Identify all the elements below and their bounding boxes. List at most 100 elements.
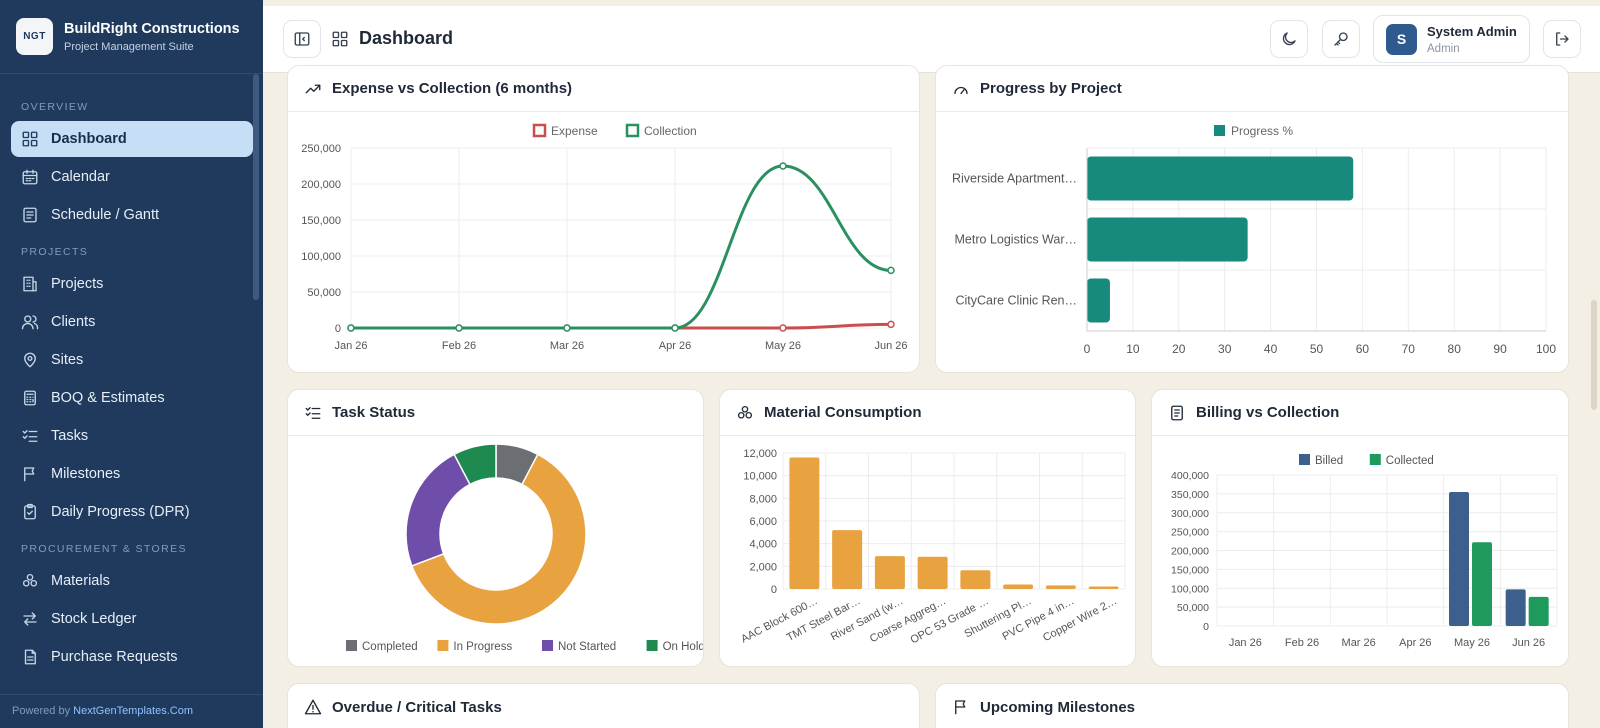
theme-toggle-button[interactable]: [1270, 20, 1308, 58]
task-status-card: Task Status Completed In Progress Not Star…: [287, 389, 704, 667]
expense-collection-chart: Expense Collection 0 50,000 100,000 150,000 20…: [301, 123, 908, 352]
page-scrollbar[interactable]: [1591, 300, 1597, 410]
sidebar-item-stock-ledger[interactable]: Stock Ledger: [11, 601, 253, 637]
sidebar-item-label: Calendar: [51, 169, 110, 185]
sidebar-item-materials[interactable]: Materials: [11, 563, 253, 599]
y-tick-label: Riverside Apartment…: [952, 172, 1077, 186]
legend-swatch: [346, 640, 357, 651]
bar: [917, 556, 948, 589]
sidebar-item-daily-progress-dpr[interactable]: Daily Progress (DPR): [11, 494, 253, 530]
legend-label: Completed: [362, 641, 418, 653]
sidebar-item-label: BOQ & Estimates: [51, 390, 165, 406]
bar: [1088, 586, 1119, 589]
bar: [832, 530, 863, 589]
y-tick-label: 150,000: [301, 215, 341, 227]
data-point: [455, 324, 463, 332]
upcoming-milestones-card: Upcoming Milestones: [935, 683, 1569, 728]
brand-name: BuildRight Constructions: [64, 20, 240, 37]
checklist-icon: [22, 430, 38, 442]
expense-collection-card: Expense vs Collection (6 months) Expense…: [287, 65, 920, 373]
avatar: S: [1386, 23, 1417, 55]
sidebar-item-projects[interactable]: Projects: [11, 266, 253, 302]
map-pin-icon: [24, 352, 36, 368]
x-tick-label: 100: [1536, 342, 1556, 356]
user-role: Admin: [1427, 42, 1460, 55]
overdue-tasks-card: Overdue / Critical Tasks: [287, 683, 920, 728]
sidebar-item-sites[interactable]: Sites: [11, 342, 253, 378]
card-header: Progress by Project: [936, 66, 1568, 112]
x-tick-label: Mar 26: [1342, 637, 1376, 649]
trending-up-icon: [305, 84, 321, 93]
sidebar-scrollbar[interactable]: [253, 74, 259, 300]
y-tick-label: CityCare Clinic Ren…: [955, 294, 1077, 308]
user-name: System Admin: [1427, 23, 1517, 39]
sidebar-item-clients[interactable]: Clients: [11, 304, 253, 340]
logout-button[interactable]: [1543, 20, 1581, 58]
brand-logo: NGT: [16, 18, 53, 55]
data-point: [779, 324, 787, 332]
grid-icon: [22, 131, 38, 147]
card-header: Upcoming Milestones: [936, 684, 1568, 728]
sidebar-item-label: Daily Progress (DPR): [51, 504, 190, 520]
y-tick-label: 0: [335, 323, 341, 335]
bar: [1449, 491, 1469, 626]
bar: [1528, 596, 1549, 626]
bar: [1087, 156, 1354, 201]
x-tick-label: Jun 26: [1512, 637, 1545, 649]
y-tick-label: 8,000: [749, 493, 777, 505]
slice-not-started: [405, 453, 471, 567]
legend-label: On Hold: [663, 641, 704, 653]
x-tick-label: Jan 26: [1229, 637, 1262, 649]
sidebar-item-dashboard[interactable]: Dashboard: [11, 121, 253, 157]
panel-left-icon: [294, 32, 310, 46]
sidebar-item-label: Materials: [51, 573, 110, 589]
y-tick-label: 4,000: [749, 539, 777, 551]
x-tick-label: 20: [1172, 342, 1186, 356]
sidebar-item-schedule-gantt[interactable]: Schedule / Gantt: [11, 197, 253, 233]
sidebar-item-purchase-requests[interactable]: Purchase Requests: [11, 639, 253, 675]
bar: [874, 556, 905, 589]
footer-link[interactable]: NextGenTemplates.Com: [73, 705, 193, 717]
brand[interactable]: NGT BuildRight Constructions Project Man…: [0, 0, 263, 74]
sidebar-item-milestones[interactable]: Milestones: [11, 456, 253, 492]
card-header: Billing vs Collection: [1152, 390, 1568, 436]
sidebar-toggle-button[interactable]: [283, 20, 321, 58]
y-tick-label: 50,000: [1177, 602, 1209, 614]
y-tick-label: 6,000: [749, 516, 777, 528]
legend-label: Expense: [551, 124, 598, 138]
sidebar-item-boq-estimates[interactable]: BOQ & Estimates: [11, 380, 253, 416]
legend-label: Progress %: [1231, 124, 1293, 138]
sidebar-item-tasks[interactable]: Tasks: [11, 418, 253, 454]
sidebar-item-label: Purchase Requests: [51, 649, 178, 665]
boxes-icon: [737, 405, 753, 419]
sidebar-item-label: Stock Ledger: [51, 611, 137, 627]
checklist-icon: [305, 406, 321, 419]
bar: [1087, 278, 1110, 323]
x-tick-label: Jun 26: [874, 340, 907, 352]
y-tick-label: 0: [771, 584, 777, 596]
x-tick-label: River Sand (w…: [829, 595, 905, 643]
topbar: Dashboard S System Admin Admin: [263, 6, 1600, 73]
x-tick-label: 80: [1448, 342, 1462, 356]
legend-swatch: [646, 640, 658, 651]
sidebar: NGT BuildRight Constructions Project Man…: [0, 0, 263, 728]
file-icon: [24, 649, 36, 665]
bar: [1505, 589, 1526, 626]
calculator-icon: [24, 390, 36, 406]
sidebar-item-label: Sites: [51, 352, 84, 368]
nav-section-title: PROCUREMENT & STORES: [21, 543, 187, 555]
sidebar-nav: OVERVIEW Dashboard Calendar Schedule / Gant…: [0, 74, 263, 675]
data-point: [887, 320, 895, 329]
users-icon: [21, 315, 39, 330]
bar: [1472, 542, 1492, 626]
x-tick-label: 50: [1310, 342, 1324, 356]
sidebar-item-calendar[interactable]: Calendar: [11, 159, 253, 195]
x-tick-label: Jan 26: [334, 340, 367, 352]
change-password-button[interactable]: [1322, 20, 1360, 58]
legend-label: Billed: [1315, 455, 1343, 467]
logout-icon: [1556, 32, 1569, 46]
legend-swatch: [1369, 454, 1381, 465]
data-point: [347, 324, 355, 332]
user-menu[interactable]: S System Admin Admin: [1373, 15, 1530, 63]
boxes-icon: [22, 573, 38, 587]
